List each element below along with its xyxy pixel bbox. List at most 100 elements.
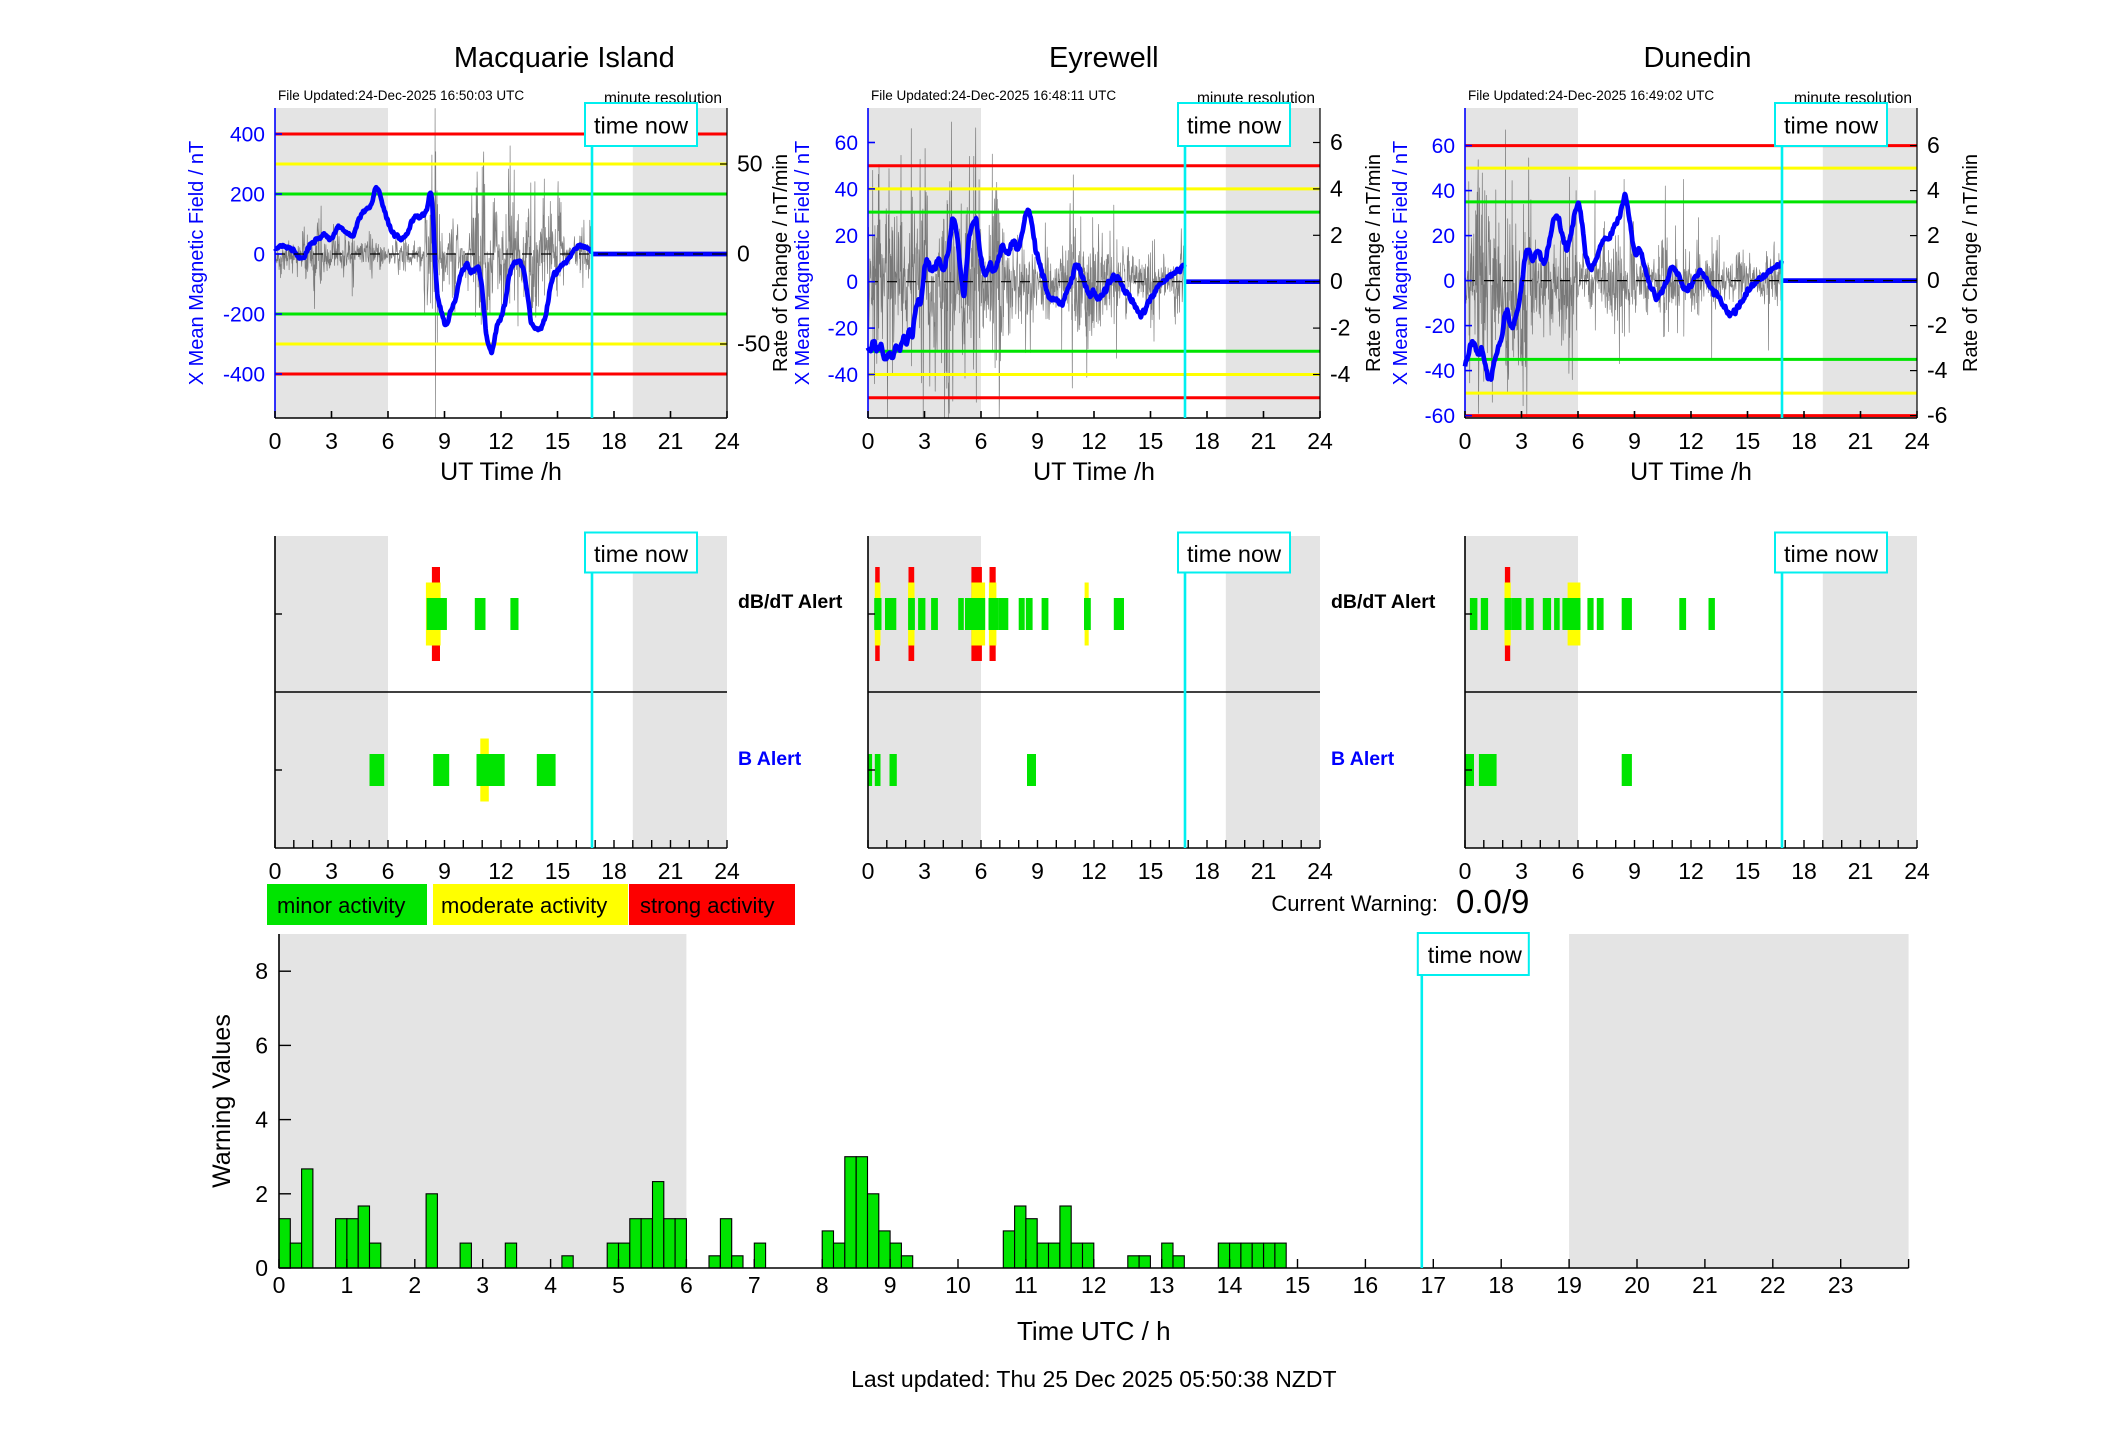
- svg-text:60: 60: [1432, 135, 1455, 158]
- svg-text:22: 22: [1760, 1272, 1786, 1298]
- svg-text:UT Time /h: UT Time /h: [440, 458, 562, 486]
- svg-text:6: 6: [382, 428, 395, 454]
- svg-text:15: 15: [1735, 858, 1761, 884]
- svg-text:-4: -4: [1330, 361, 1351, 387]
- svg-text:strong activity: strong activity: [640, 893, 775, 918]
- svg-text:19: 19: [1556, 1272, 1582, 1298]
- svg-text:9: 9: [1628, 428, 1641, 454]
- svg-text:13: 13: [1149, 1272, 1175, 1298]
- svg-text:15: 15: [1138, 428, 1164, 454]
- svg-text:18: 18: [1488, 1272, 1514, 1298]
- svg-text:14: 14: [1217, 1272, 1243, 1298]
- svg-text:18: 18: [1791, 858, 1817, 884]
- svg-text:24: 24: [1904, 858, 1930, 884]
- svg-text:0: 0: [846, 271, 858, 294]
- svg-text:6: 6: [1927, 132, 1940, 158]
- svg-text:12: 12: [1081, 858, 1107, 884]
- svg-text:-20: -20: [1425, 315, 1455, 338]
- svg-text:6: 6: [382, 858, 395, 884]
- svg-text:Macquarie Island: Macquarie Island: [454, 42, 675, 74]
- svg-text:UT Time /h: UT Time /h: [1033, 458, 1155, 486]
- svg-text:6: 6: [1572, 428, 1585, 454]
- svg-text:0: 0: [1443, 270, 1455, 293]
- svg-text:Last updated: Thu 25 Dec 2025: Last updated: Thu 25 Dec 2025 05:50:38 N…: [851, 1366, 1336, 1392]
- svg-text:21: 21: [1251, 428, 1277, 454]
- svg-text:-6: -6: [1927, 402, 1947, 428]
- svg-text:40: 40: [835, 178, 858, 201]
- svg-text:15: 15: [1735, 428, 1761, 454]
- svg-text:time now: time now: [1187, 541, 1282, 567]
- svg-text:0: 0: [1459, 858, 1472, 884]
- svg-text:0.0/9: 0.0/9: [1456, 883, 1529, 920]
- svg-text:12: 12: [1678, 428, 1704, 454]
- svg-text:0: 0: [253, 244, 265, 267]
- svg-text:Dunedin: Dunedin: [1643, 42, 1751, 74]
- svg-text:10: 10: [945, 1272, 971, 1298]
- svg-text:24: 24: [1307, 428, 1333, 454]
- svg-text:24: 24: [1904, 428, 1930, 454]
- svg-text:20: 20: [1624, 1272, 1650, 1298]
- svg-text:24: 24: [1307, 858, 1333, 884]
- svg-text:3: 3: [325, 858, 338, 884]
- svg-text:200: 200: [230, 184, 265, 207]
- svg-text:time now: time now: [1784, 113, 1879, 139]
- svg-text:3: 3: [1515, 858, 1528, 884]
- svg-text:0: 0: [862, 428, 875, 454]
- svg-text:21: 21: [658, 858, 684, 884]
- svg-text:time now: time now: [1784, 541, 1879, 567]
- svg-text:2: 2: [408, 1272, 421, 1298]
- svg-text:17: 17: [1421, 1272, 1447, 1298]
- svg-text:4: 4: [1927, 177, 1940, 203]
- svg-text:6: 6: [255, 1032, 268, 1058]
- svg-text:21: 21: [1848, 858, 1874, 884]
- svg-text:-200: -200: [223, 304, 265, 327]
- svg-text:Rate of Change / nT/min: Rate of Change / nT/min: [770, 154, 792, 372]
- svg-text:Current Warning:: Current Warning:: [1271, 891, 1438, 916]
- svg-text:21: 21: [1692, 1272, 1718, 1298]
- svg-text:15: 15: [545, 428, 571, 454]
- svg-text:4: 4: [255, 1107, 268, 1133]
- svg-text:0: 0: [1330, 268, 1343, 294]
- svg-text:400: 400: [230, 124, 265, 147]
- svg-text:18: 18: [1194, 428, 1220, 454]
- svg-text:6: 6: [1572, 858, 1585, 884]
- svg-text:12: 12: [1081, 1272, 1107, 1298]
- svg-text:-2: -2: [1330, 315, 1350, 341]
- svg-text:Warning Values: Warning Values: [208, 1014, 236, 1188]
- svg-text:-40: -40: [828, 364, 858, 387]
- svg-text:12: 12: [488, 428, 514, 454]
- svg-text:15: 15: [1285, 1272, 1311, 1298]
- svg-text:File Updated:24-Dec-2025 16:49: File Updated:24-Dec-2025 16:49:02 UTC: [1468, 88, 1714, 103]
- svg-text:UT Time /h: UT Time /h: [1630, 458, 1752, 486]
- svg-text:-400: -400: [223, 364, 265, 387]
- svg-text:-40: -40: [1425, 360, 1455, 383]
- svg-text:21: 21: [658, 428, 684, 454]
- svg-text:3: 3: [918, 428, 931, 454]
- svg-text:moderate activity: moderate activity: [441, 893, 607, 918]
- svg-text:7: 7: [748, 1272, 761, 1298]
- svg-text:0: 0: [255, 1255, 268, 1281]
- svg-text:18: 18: [601, 858, 627, 884]
- svg-text:X Mean Magnetic Field / nT: X Mean Magnetic Field / nT: [186, 141, 208, 386]
- svg-text:B Alert: B Alert: [1331, 748, 1395, 770]
- svg-text:0: 0: [269, 858, 282, 884]
- svg-text:6: 6: [680, 1272, 693, 1298]
- svg-text:0: 0: [737, 241, 750, 267]
- svg-text:3: 3: [325, 428, 338, 454]
- svg-text:6: 6: [975, 428, 988, 454]
- svg-text:20: 20: [1432, 225, 1455, 248]
- svg-text:time now: time now: [594, 541, 689, 567]
- svg-text:15: 15: [1138, 858, 1164, 884]
- svg-text:0: 0: [269, 428, 282, 454]
- svg-text:4: 4: [544, 1272, 557, 1298]
- svg-text:X Mean Magnetic Field / nT: X Mean Magnetic Field / nT: [792, 141, 814, 386]
- svg-text:24: 24: [714, 428, 740, 454]
- svg-text:Rate of Change / nT/min: Rate of Change / nT/min: [1363, 154, 1385, 372]
- svg-text:-60: -60: [1425, 405, 1455, 428]
- svg-text:20: 20: [835, 225, 858, 248]
- svg-text:time now: time now: [1428, 942, 1523, 968]
- svg-text:11: 11: [1014, 1272, 1038, 1298]
- svg-text:9: 9: [1031, 428, 1044, 454]
- svg-text:Rate of Change / nT/min: Rate of Change / nT/min: [1960, 154, 1982, 372]
- svg-text:21: 21: [1848, 428, 1874, 454]
